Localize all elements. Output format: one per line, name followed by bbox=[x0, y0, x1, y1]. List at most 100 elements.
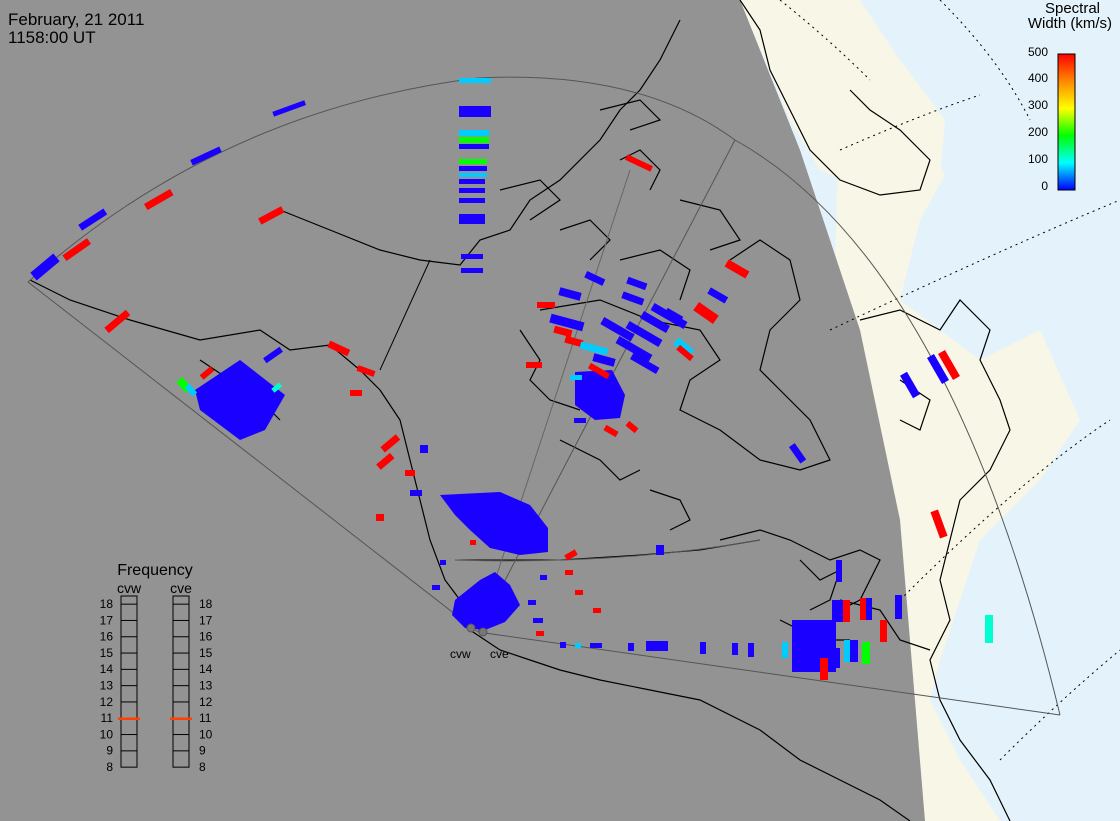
scatter-gate bbox=[640, 311, 670, 333]
scatter-gate bbox=[528, 600, 536, 605]
scatter-gate bbox=[650, 303, 688, 329]
scatter-gate bbox=[526, 362, 542, 368]
scatter-gate bbox=[380, 434, 401, 453]
scatter-gate bbox=[461, 254, 483, 259]
frequency-ladders: 18 17 16 15 14 13 12 11 10 9 8 18 17 16 15 14 13 12 11 10 9 8 bbox=[100, 595, 213, 774]
cve-radar-site bbox=[478, 627, 488, 637]
scatter-gate bbox=[625, 420, 639, 434]
scatter-gate bbox=[574, 418, 586, 423]
scatter-gate bbox=[440, 560, 446, 565]
colorbar-tick: 0 bbox=[1041, 179, 1048, 193]
scatter-patch bbox=[440, 492, 548, 555]
scatter-gate bbox=[459, 144, 489, 149]
frequency-scale-label: 9 bbox=[199, 744, 206, 758]
colorbar-tick: 200 bbox=[1028, 125, 1048, 139]
colorbar-title-line1: Spectral bbox=[1045, 0, 1100, 17]
scatter-gate bbox=[860, 598, 868, 620]
scatter-gate bbox=[930, 509, 948, 539]
scatter-gate bbox=[646, 641, 668, 651]
frequency-title: Frequency bbox=[117, 562, 193, 579]
colorbar-tick: 500 bbox=[1028, 45, 1048, 59]
scatter-gate bbox=[271, 382, 283, 393]
scatter-gate bbox=[459, 106, 491, 117]
scatter-gate bbox=[579, 341, 609, 356]
frequency-scale-label: 14 bbox=[100, 662, 114, 676]
frequency-ladder-cve bbox=[172, 595, 190, 768]
scatter-gate bbox=[700, 642, 706, 654]
scatter-gate bbox=[732, 643, 738, 655]
scatter-gate bbox=[630, 352, 660, 374]
scatter-patch bbox=[792, 620, 836, 672]
frequency-scale-label: 10 bbox=[100, 727, 114, 741]
scatter-gate bbox=[584, 271, 606, 286]
scatter-gate bbox=[459, 198, 485, 203]
scatter-gate bbox=[549, 313, 585, 332]
scatter-gate bbox=[459, 130, 489, 136]
frequency-scale-label: 10 bbox=[199, 727, 213, 741]
scatter-gate bbox=[834, 648, 840, 668]
scatter-gate bbox=[621, 291, 645, 306]
colorbar-title-line2: Width (km/s) bbox=[1028, 15, 1112, 32]
scatter-gate bbox=[748, 643, 754, 657]
scatter-gate bbox=[603, 424, 619, 438]
scatter-gate bbox=[459, 159, 487, 164]
scatter-gate bbox=[927, 354, 949, 384]
scatter-gate bbox=[470, 540, 476, 545]
frequency-ladder-cvw bbox=[120, 595, 138, 768]
scatter-gate bbox=[537, 302, 555, 308]
cve-site-label: cve bbox=[490, 647, 509, 661]
colorbar-tick: 300 bbox=[1028, 98, 1048, 112]
time-label: 1158:00 UT bbox=[8, 28, 96, 47]
frequency-scale-label: 11 bbox=[199, 711, 212, 725]
scatter-gate bbox=[184, 383, 198, 397]
scatter-gate bbox=[564, 549, 578, 561]
frequency-scale-label: 13 bbox=[199, 679, 213, 693]
scatter-gate bbox=[843, 600, 850, 622]
scatter-gate bbox=[938, 350, 960, 380]
scatter-gate bbox=[536, 631, 544, 636]
cvw-site-label: cvw bbox=[450, 647, 471, 661]
scatter-gate bbox=[575, 643, 581, 648]
cve-backscatter bbox=[560, 350, 993, 680]
scatter-gate bbox=[832, 600, 844, 622]
scatter-gate bbox=[590, 643, 602, 648]
scatter-patch bbox=[575, 370, 625, 420]
scatter-gate bbox=[625, 154, 653, 172]
frequency-scale-label: 13 bbox=[100, 679, 114, 693]
coastlines bbox=[29, 0, 1011, 821]
scatter-gate bbox=[420, 445, 428, 453]
frequency-column-cve: cve bbox=[170, 580, 192, 596]
spectral-width-colorbar: Spectral Width (km/s) 500 400 300 200 10… bbox=[1028, 0, 1112, 193]
scatter-gate bbox=[459, 166, 487, 171]
scatter-gate bbox=[376, 514, 384, 521]
frequency-panel: Frequency cvw cve 1817161514131211109818… bbox=[100, 562, 213, 774]
scatter-gate bbox=[459, 173, 487, 177]
scatter-gate bbox=[600, 317, 635, 342]
scatter-gate bbox=[592, 353, 616, 367]
scatter-gate bbox=[625, 321, 663, 347]
scatter-gate bbox=[587, 362, 611, 380]
latitude-graticule bbox=[779, 0, 1120, 761]
scatter-gate bbox=[788, 443, 807, 464]
scatter-gate bbox=[540, 575, 547, 580]
scatter-gate bbox=[405, 470, 415, 476]
scatter-gate bbox=[258, 206, 285, 225]
colorbar-tick: 400 bbox=[1028, 71, 1048, 85]
scatter-gate bbox=[459, 179, 485, 184]
frequency-scale-label: 12 bbox=[100, 695, 114, 709]
scatter-gate bbox=[895, 595, 902, 619]
scatter-gate bbox=[880, 620, 887, 642]
frequency-scale-label: 16 bbox=[199, 630, 213, 644]
scatter-gate bbox=[985, 615, 993, 643]
date-label: February, 21 2011 bbox=[8, 10, 144, 29]
greenland-land bbox=[740, 0, 945, 195]
scatter-gate bbox=[190, 146, 222, 166]
scatter-gate bbox=[565, 570, 573, 575]
scatter-gate bbox=[553, 325, 573, 338]
colorbar-scale bbox=[1057, 53, 1076, 191]
scatter-gate bbox=[673, 337, 695, 358]
scatter-gate bbox=[724, 259, 750, 279]
frequency-column-cvw: cvw bbox=[117, 580, 142, 596]
